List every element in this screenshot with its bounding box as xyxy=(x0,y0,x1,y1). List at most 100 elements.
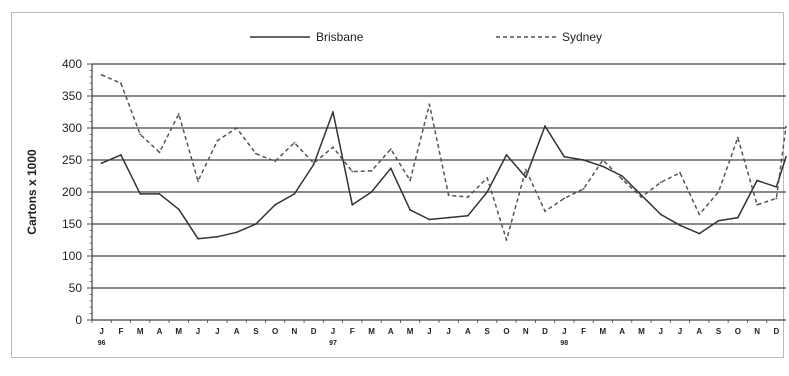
x-tick-label: D xyxy=(311,327,317,336)
data-point-brisbane xyxy=(100,162,103,165)
data-point-sydney xyxy=(621,178,624,181)
x-tick-label: A xyxy=(465,327,471,336)
data-point-brisbane xyxy=(640,194,643,197)
data-point-sydney xyxy=(312,162,315,165)
y-tick-label: 200 xyxy=(62,185,82,199)
x-tick-label: S xyxy=(716,327,722,336)
data-point-sydney xyxy=(698,213,701,216)
data-point-brisbane xyxy=(679,224,681,227)
series-lines xyxy=(100,73,787,241)
x-tick-label: J xyxy=(331,327,335,336)
data-point-sydney xyxy=(100,73,103,76)
data-point-sydney xyxy=(370,169,373,172)
data-point-brisbane xyxy=(524,176,527,179)
data-point-sydney xyxy=(736,136,739,139)
data-point-sydney xyxy=(409,179,411,182)
x-tick-label: F xyxy=(581,327,586,336)
data-point-sydney xyxy=(293,141,296,144)
data-point-brisbane xyxy=(601,165,604,168)
x-tick-label: M xyxy=(368,327,375,336)
data-point-sydney xyxy=(717,191,720,193)
data-point-brisbane xyxy=(544,125,546,127)
data-point-brisbane xyxy=(351,203,354,206)
y-tick-label: 0 xyxy=(75,313,82,327)
data-point-sydney xyxy=(389,148,392,151)
x-tick-label: J xyxy=(446,327,450,336)
x-tick-label: M xyxy=(175,327,182,336)
x-tick-label: J xyxy=(427,327,431,336)
data-point-brisbane xyxy=(447,216,450,219)
data-point-brisbane xyxy=(736,216,739,219)
data-point-sydney xyxy=(428,103,431,106)
x-tick-label: J xyxy=(562,327,566,336)
data-point-sydney xyxy=(332,146,334,149)
data-point-brisbane xyxy=(428,218,431,221)
x-tick-label: N xyxy=(754,327,760,336)
x-tick-label: J xyxy=(196,327,200,336)
x-tick-label: J xyxy=(678,327,682,336)
data-point-brisbane xyxy=(563,155,566,158)
data-point-sydney xyxy=(640,196,643,199)
data-point-sydney xyxy=(659,181,662,184)
data-point-brisbane xyxy=(505,153,508,156)
data-point-brisbane xyxy=(332,111,334,113)
data-point-brisbane xyxy=(756,179,758,182)
data-point-brisbane xyxy=(621,175,624,177)
y-tick-label: 350 xyxy=(62,89,82,103)
data-point-sydney xyxy=(679,171,681,174)
y-tick-label: 250 xyxy=(62,153,82,167)
x-tick-label: J xyxy=(99,327,103,336)
x-year-label: 96 xyxy=(98,340,106,347)
data-point-brisbane xyxy=(698,232,701,235)
x-tick-label: M xyxy=(638,327,645,336)
legend-label-brisbane: Brisbane xyxy=(316,30,364,44)
y-axis-label: Cartons x 1000 xyxy=(25,149,39,235)
x-tick-label: A xyxy=(234,327,240,336)
data-point-brisbane xyxy=(467,214,469,217)
data-point-sydney xyxy=(601,159,604,161)
x-year-label: 98 xyxy=(560,340,568,347)
x-tick-labels: J F M A M J J A S O N D J F M A M J J A S O N D J F M A M J J A S O N D 96 97… xyxy=(91,320,779,347)
data-point-brisbane xyxy=(785,155,787,158)
x-tick-label: N xyxy=(523,327,529,336)
x-tick-label: N xyxy=(292,327,298,336)
y-tick-label: 100 xyxy=(62,249,82,263)
data-point-brisbane xyxy=(370,191,373,193)
x-tick-label: M xyxy=(137,327,144,336)
x-tick-label: A xyxy=(157,327,163,336)
data-point-brisbane xyxy=(775,185,778,188)
data-point-brisbane xyxy=(274,203,277,206)
x-tick-label: F xyxy=(118,327,123,336)
data-point-sydney xyxy=(447,194,450,197)
x-tick-label: S xyxy=(485,327,491,336)
data-point-brisbane xyxy=(582,159,585,161)
data-point-sydney xyxy=(158,151,161,154)
data-point-brisbane xyxy=(409,209,411,211)
x-tick-label: A xyxy=(388,327,394,336)
y-tick-labels: 0 50 100 150 200 250 300 350 400 xyxy=(62,57,82,327)
data-point-sydney xyxy=(120,82,122,85)
data-point-sydney xyxy=(544,210,546,213)
data-point-brisbane xyxy=(486,191,489,193)
x-tick-label: D xyxy=(542,327,548,336)
y-tick-label: 150 xyxy=(62,217,82,231)
y-tick-label: 400 xyxy=(62,57,82,71)
grid-lines xyxy=(87,63,786,321)
x-tick-label: M xyxy=(407,327,414,336)
data-point-brisbane xyxy=(312,163,315,166)
x-tick-label: O xyxy=(503,327,509,336)
x-tick-label: O xyxy=(272,327,278,336)
x-tick-label: A xyxy=(619,327,625,336)
legend: Brisbane Sydney xyxy=(250,30,602,44)
data-point-brisbane xyxy=(235,231,238,234)
x-year-label: 97 xyxy=(329,340,337,347)
data-point-brisbane xyxy=(254,223,257,225)
data-point-sydney xyxy=(467,196,469,199)
data-point-sydney xyxy=(505,239,508,241)
y-tick-label: 300 xyxy=(62,121,82,135)
data-point-brisbane xyxy=(158,193,161,195)
x-tick-label: D xyxy=(773,327,779,336)
data-point-sydney xyxy=(254,152,257,155)
